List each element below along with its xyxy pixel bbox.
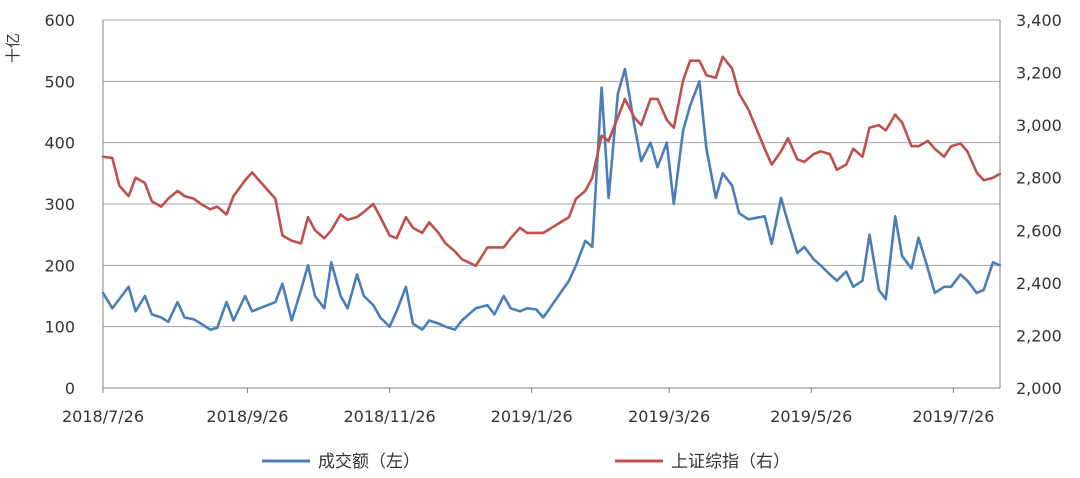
- x-tick-label: 2019/5/26: [770, 407, 852, 426]
- right-y-tick-label: 2,600: [1016, 221, 1062, 240]
- series-lines: [101, 55, 1002, 332]
- right-y-tick-label: 3,400: [1016, 11, 1062, 30]
- right-y-tick-label: 3,000: [1016, 116, 1062, 135]
- axes: 0 100 200 300 400 500 600 2,000 2,200 2,400 2,600 2…: [44, 11, 1061, 426]
- right-y-tick-label: 2,400: [1016, 274, 1062, 293]
- x-tick-label: 2019/7/26: [912, 407, 994, 426]
- left-y-tick-label: 400: [44, 134, 75, 153]
- x-tick-label: 2019/3/26: [628, 407, 710, 426]
- left-y-tick-label: 600: [44, 11, 75, 30]
- left-y-tick-label: 200: [44, 256, 75, 275]
- right-y-tick-label: 2,200: [1016, 326, 1062, 345]
- x-tick-label: 2019/1/26: [491, 407, 573, 426]
- left-y-tick-label: 0: [65, 379, 75, 398]
- grid-lines: [103, 19, 1000, 328]
- right-y-tick-label: 2,000: [1016, 379, 1062, 398]
- legend-label-shanghai-index: 上证综指（右）: [671, 452, 790, 472]
- left-axis-unit-label: 十亿: [4, 33, 22, 63]
- x-tick-label: 2018/9/26: [206, 407, 288, 426]
- right-y-tick-label: 2,800: [1016, 169, 1062, 188]
- legend: 成交额（左） 上证综指（右）: [262, 452, 790, 472]
- left-y-tick-label: 300: [44, 195, 75, 214]
- right-y-tick-label: 3,200: [1016, 64, 1062, 83]
- x-tick-label: 2018/7/26: [62, 407, 144, 426]
- left-y-tick-label: 500: [44, 72, 75, 91]
- legend-label-turnover: 成交额（左）: [318, 452, 420, 472]
- shanghai-index-series-line: [101, 55, 1002, 268]
- x-tick-label: 2018/11/26: [343, 407, 435, 426]
- left-y-tick-label: 100: [44, 318, 75, 337]
- turnover-series-line: [101, 67, 1002, 332]
